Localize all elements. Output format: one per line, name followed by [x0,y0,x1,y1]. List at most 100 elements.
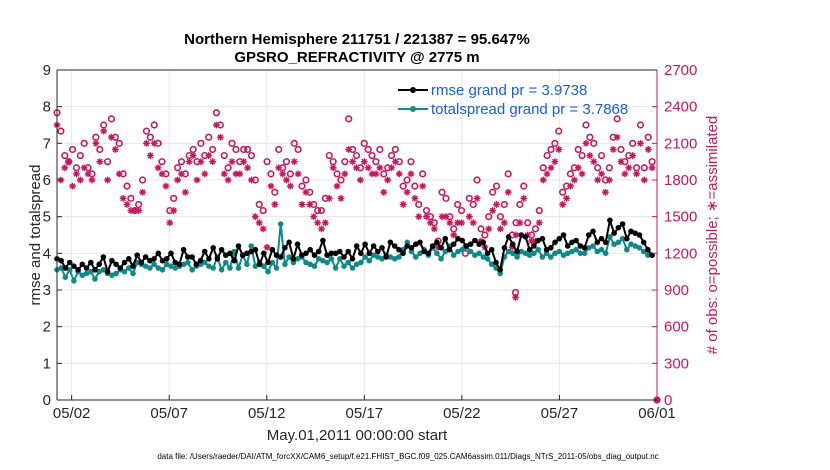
spread-point [315,255,322,262]
y-tick-label-left: 8 [43,99,51,116]
obs-possible-point [127,194,135,202]
spread-point [442,248,449,255]
obs-possible-point [224,164,232,172]
spread-point [632,243,638,249]
obs-assimilated-point [602,188,609,196]
spread-point [476,250,482,257]
obs-possible-point [376,145,384,154]
obs-assimilated-point [224,176,232,184]
obs-assimilated-point [489,207,497,214]
rmse-point [510,241,516,247]
spread-point [362,254,368,260]
rmse-point [501,245,508,251]
obs-assimilated-point [286,182,294,190]
spread-point [320,257,326,264]
obs-assimilated-point [399,201,407,208]
rmse-point [79,261,86,268]
spread-point [366,257,373,264]
obs-possible-point [411,182,419,190]
y-tick-label-left: 2 [43,319,51,336]
obs-assimilated-point [415,213,423,221]
rmse-point [83,265,90,271]
obs-assimilated-point [570,176,578,184]
spread-point [100,267,107,273]
spread-point [303,259,309,266]
obs-possible-point [115,139,123,147]
obs-possible-point [617,145,625,154]
obs-possible-point [629,139,637,147]
spread-point [172,265,178,271]
spread-point [569,248,575,255]
obs-possible-point [492,182,501,190]
y-tick-label-left: 6 [43,172,51,189]
obs-possible-point [107,115,116,123]
rmse-point [172,259,178,266]
obs-assimilated-point [605,176,613,184]
obs-assimilated-point [154,164,162,172]
obs-assimilated-point [271,201,279,208]
rmse-point [467,241,474,247]
obs-assimilated-point [392,158,399,166]
obs-assimilated-point [84,170,92,178]
legend-spread-label: totalspread grand pr = 3.7868 [431,101,628,118]
obs-possible-point [146,133,154,141]
spread-point [265,268,271,275]
obs-assimilated-point [625,164,633,172]
obs-assimilated-point [353,164,360,172]
rmse-point [518,232,525,238]
rmse-point [400,250,406,257]
y-tick-label-left: 9 [43,62,51,79]
rmse-point [514,248,520,255]
rmse-point [543,246,550,253]
obs-assimilated-point [555,146,563,153]
obs-assimilated-point [306,201,314,208]
spread-point [345,259,352,266]
rmse-point [455,235,461,242]
obs-assimilated-point [251,213,259,221]
spread-point [66,267,73,273]
rmse-point [349,255,356,262]
obs-assimilated-point [532,237,539,245]
x-tick-label: 05/12 [248,405,286,422]
obs-assimilated-point [473,194,481,202]
spread-point [332,265,339,271]
rmse-point [560,232,567,238]
obs-possible-point [271,188,279,196]
obs-possible-point [317,206,326,215]
obs-possible-point [177,158,186,166]
y-tick-label-right: 1500 [664,209,697,226]
spread-point [189,267,195,273]
obs-possible-point [352,151,361,160]
obs-assimilated-point [563,194,570,202]
obs-assimilated-point [69,182,76,190]
spread-point [573,246,579,253]
obs-possible-point [613,115,621,123]
x-tick-label: 05/07 [150,405,188,422]
obs-assimilated-point [528,237,535,245]
rmse-point [104,268,111,275]
obs-possible-point [294,145,302,154]
obs-assimilated-point [325,194,333,202]
obs-assimilated-point [395,170,403,178]
spread-point [210,265,216,271]
spread-point [121,268,128,275]
obs-assimilated-point [434,243,442,251]
rmse-point [522,234,529,240]
rmse-point [472,237,478,244]
obs-assimilated-point [321,219,329,227]
obs-possible-point [457,206,466,215]
obs-possible-point [399,182,407,190]
rmse-point [252,246,259,253]
rmse-point [286,239,292,246]
obs-possible-point [465,194,473,202]
rmse-point [311,252,318,258]
spread-point [206,263,212,270]
obs-assimilated-point [216,133,224,141]
obs-assimilated-point [465,213,473,221]
spread-point [564,250,571,257]
rmse-point [442,235,449,242]
spread-point [337,255,343,262]
obs-assimilated-point [590,158,598,166]
rmse-point [126,255,132,262]
